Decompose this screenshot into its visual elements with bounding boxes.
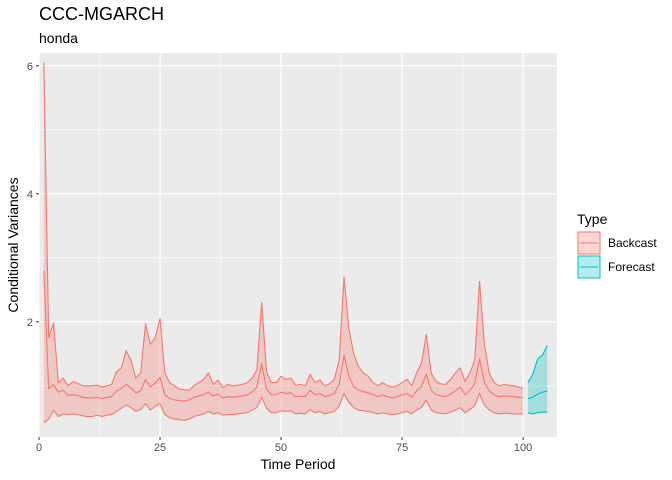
chart-subtitle: honda	[39, 30, 78, 46]
x-tick-label: 100	[514, 442, 532, 454]
backcast-upper-line	[43, 62, 524, 391]
y-tick-label: 2	[27, 317, 33, 329]
x-axis: 0 25 50 75 100	[36, 437, 532, 454]
y-axis: 2 4 6	[27, 61, 39, 329]
y-tick-label: 6	[27, 61, 33, 73]
legend-label-backcast: Backcast	[608, 236, 657, 250]
y-tick-label: 4	[27, 189, 33, 201]
forecast-middle-line	[527, 390, 548, 400]
x-tick-label: 0	[36, 442, 42, 454]
x-tick-label: 75	[396, 442, 408, 454]
x-tick-label: 25	[154, 442, 166, 454]
y-axis-title: Conditional Variances	[5, 177, 21, 312]
x-tick-label: 50	[275, 442, 287, 454]
forecast-lower-line	[527, 411, 548, 415]
forecast-upper-line	[527, 345, 548, 383]
grid-major	[38, 53, 557, 437]
backcast-middle-line	[43, 270, 524, 402]
legend-label-forecast: Forecast	[608, 260, 655, 274]
legend-title: Type	[577, 211, 608, 227]
backcast-lower-line	[43, 392, 524, 424]
x-axis-title: Time Period	[261, 456, 336, 472]
chart-title: CCC-MGARCH	[39, 4, 164, 24]
series-layer	[43, 62, 548, 424]
plot-panel	[39, 53, 557, 437]
legend: Type Backcast Forecast	[577, 211, 657, 279]
backcast-ribbon	[43, 62, 524, 423]
